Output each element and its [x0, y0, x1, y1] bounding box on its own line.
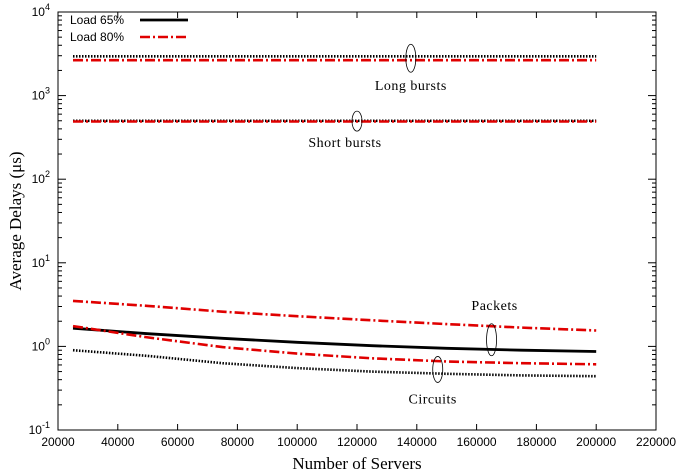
- y-tick-label: 102: [32, 169, 50, 186]
- annotation-label: Circuits: [409, 392, 457, 407]
- legend-label: Load 65%: [70, 13, 124, 27]
- series-group: [72, 54, 597, 378]
- annotation-marker: [405, 43, 417, 73]
- y-tick-label: 100: [32, 336, 50, 353]
- y-tick-label: 104: [32, 2, 50, 19]
- x-tick-label: 20000: [41, 435, 75, 449]
- annotation-marker: [432, 356, 444, 383]
- x-tick-label: 220000: [636, 435, 676, 449]
- x-tick-label: 160000: [457, 435, 497, 449]
- x-tick-label: 40000: [101, 435, 135, 449]
- x-tick-label: 100000: [277, 435, 317, 449]
- annotation-group: Long bursts Short bursts Packets Circuits: [308, 43, 517, 407]
- plot-frame: [57, 11, 657, 431]
- annotation-marker: [486, 323, 497, 357]
- legend-label: Load 80%: [70, 30, 124, 44]
- annotation-label: Packets: [471, 299, 517, 314]
- legend: Load 65% Load 80%: [70, 13, 188, 44]
- x-tick-label: 200000: [576, 435, 616, 449]
- series-line: [72, 299, 597, 332]
- y-tick-label: 101: [32, 253, 50, 270]
- y-tick-label: 10-1: [29, 420, 50, 437]
- x-tick-label: 180000: [516, 435, 556, 449]
- y-tick-label: 103: [32, 86, 50, 103]
- x-axis-title: Number of Servers: [292, 454, 421, 473]
- annotation-label: Short bursts: [308, 136, 381, 151]
- x-tick-label: 60000: [161, 435, 195, 449]
- x-tick-label: 140000: [397, 435, 437, 449]
- tick-group: 20000 40000 60000 80000 100000 120000 140000 16…: [29, 2, 677, 449]
- x-tick-label: 120000: [337, 435, 377, 449]
- series-line: [72, 326, 597, 353]
- y-axis-title: Average Delays (μs): [6, 151, 25, 290]
- x-tick-label: 80000: [221, 435, 255, 449]
- series-line: [72, 324, 597, 366]
- annotation-marker: [351, 110, 363, 132]
- annotation-label: Long bursts: [375, 79, 447, 94]
- series-line: [72, 348, 597, 378]
